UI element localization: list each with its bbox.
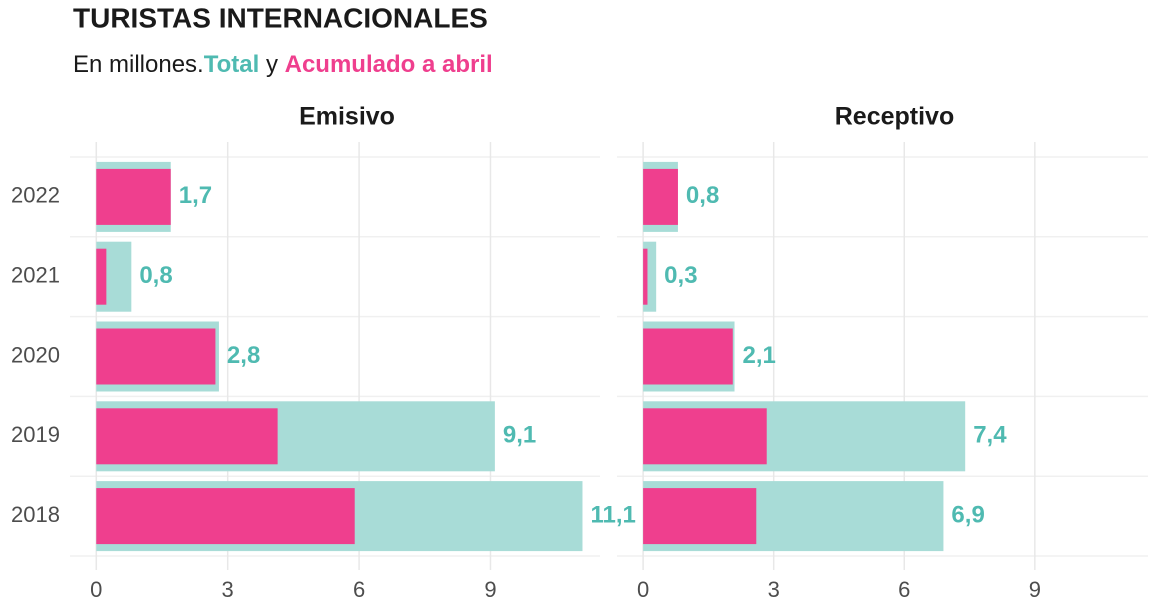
subtitle-text: y bbox=[259, 51, 284, 78]
x-tick-label: 6 bbox=[898, 577, 910, 602]
chart-subtitle: En millones.Total y Acumulado a abril bbox=[73, 51, 493, 78]
data-label: 2,8 bbox=[227, 342, 260, 369]
bar-acumulado bbox=[643, 488, 757, 545]
legend-acumulado: Acumulado a abril bbox=[285, 51, 493, 78]
panel-title: Receptivo bbox=[835, 103, 954, 131]
x-tick-label: 9 bbox=[1029, 577, 1041, 602]
data-label: 2,1 bbox=[743, 342, 776, 369]
data-label: 1,7 bbox=[179, 182, 212, 209]
bar-acumulado bbox=[96, 248, 107, 305]
bar-acumulado bbox=[643, 328, 733, 385]
y-tick-label: 2021 bbox=[11, 263, 60, 288]
subtitle-text: En millones. bbox=[73, 51, 204, 78]
data-label: 0,3 bbox=[664, 262, 697, 289]
x-tick-label: 3 bbox=[222, 577, 234, 602]
data-label: 7,4 bbox=[973, 422, 1007, 449]
bar-acumulado bbox=[96, 328, 216, 385]
legend-total: Total bbox=[204, 51, 260, 78]
data-label: 0,8 bbox=[139, 262, 172, 289]
y-tick-label: 2020 bbox=[11, 342, 60, 367]
data-label: 9,1 bbox=[503, 422, 536, 449]
bar-acumulado bbox=[643, 408, 767, 465]
data-label: 6,9 bbox=[951, 501, 984, 528]
y-tick-label: 2018 bbox=[11, 502, 60, 527]
x-tick-label: 0 bbox=[637, 577, 649, 602]
chart-title: TURISTAS INTERNACIONALES bbox=[73, 2, 488, 33]
panel-title: Emisivo bbox=[299, 103, 395, 131]
bar-acumulado bbox=[643, 168, 678, 225]
x-tick-label: 9 bbox=[484, 577, 496, 602]
x-tick-label: 3 bbox=[768, 577, 780, 602]
bar-acumulado bbox=[96, 408, 278, 465]
x-tick-label: 6 bbox=[353, 577, 365, 602]
bar-acumulado bbox=[96, 168, 171, 225]
data-label: 0,8 bbox=[686, 182, 719, 209]
x-tick-label: 0 bbox=[90, 577, 102, 602]
bar-acumulado bbox=[643, 248, 648, 305]
y-tick-label: 2022 bbox=[11, 183, 60, 208]
data-label: 11,1 bbox=[590, 501, 635, 528]
bar-acumulado bbox=[96, 488, 355, 545]
y-tick-label: 2019 bbox=[11, 422, 60, 447]
